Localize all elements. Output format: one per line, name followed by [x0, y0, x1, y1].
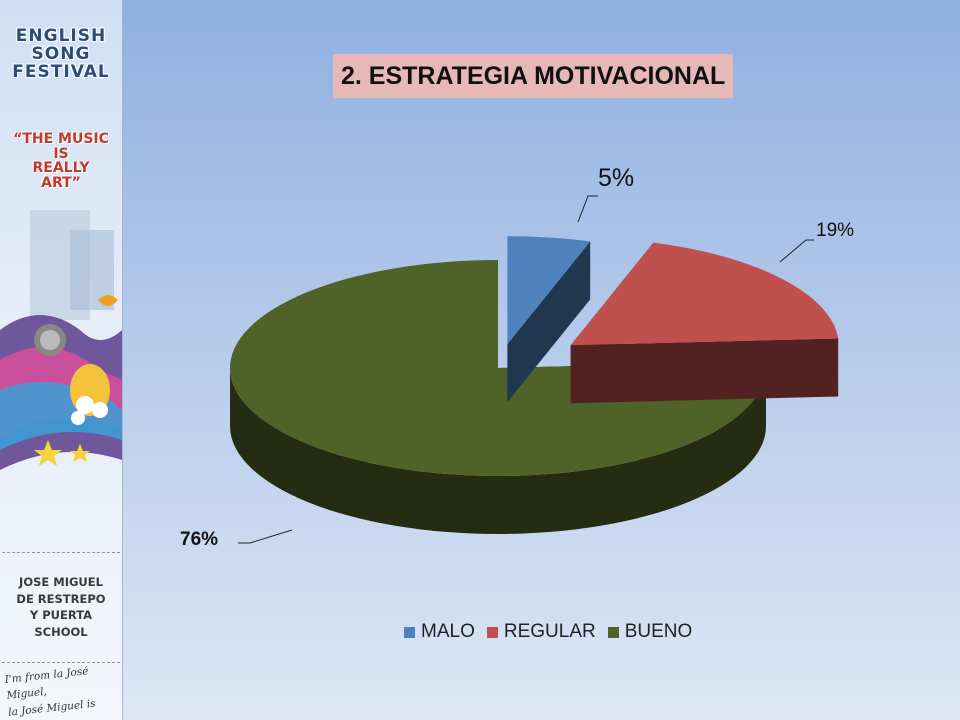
festival-logo-text: ENGLISH SONG FESTIVAL	[0, 26, 122, 82]
pie-slice-top	[230, 260, 767, 476]
legend-label: MALO	[421, 621, 475, 642]
chart-title: 2. ESTRATEGIA MOTIVACIONAL	[333, 54, 734, 98]
pie-slice-malo	[507, 236, 591, 403]
slogan-line: “THE MUSIC	[13, 131, 109, 147]
data-label-regular: 19%	[816, 220, 854, 241]
festival-line: ENGLISH	[15, 26, 107, 46]
festival-line: FESTIVAL	[12, 61, 110, 82]
slogan-line: REALLY	[32, 160, 90, 177]
slogan-line: ART”	[41, 175, 81, 192]
slogan-line: IS	[53, 145, 69, 162]
legend-swatch	[486, 626, 498, 638]
school-name-text: JOSE MIGUEL DE RESTREPO Y PUERTA SCHOOL	[0, 574, 122, 641]
pie-slice-side	[507, 241, 591, 403]
music-decoration-image	[0, 210, 122, 470]
legend-label: BUENO	[624, 621, 693, 642]
legend-swatch	[404, 626, 415, 638]
slogan-text: “THE MUSIC IS REALLY ART”	[0, 132, 122, 191]
school-line: Y PUERTA	[29, 608, 93, 623]
data-label-malo: 5%	[598, 164, 634, 192]
leader-line	[238, 529, 293, 544]
festival-line: SONG	[31, 43, 91, 64]
school-line: JOSE MIGUEL	[19, 575, 103, 589]
pie-slice-top	[570, 242, 839, 346]
pie-slice-rim	[230, 368, 766, 534]
divider	[2, 552, 120, 553]
school-line: SCHOOL	[34, 625, 88, 640]
data-label-bueno: 76%	[180, 529, 218, 550]
legend-swatch	[607, 626, 619, 638]
pie-slice-regular	[570, 242, 839, 404]
legend-label: REGULAR	[503, 621, 596, 642]
leader-line	[779, 239, 814, 263]
pie-slice-side	[570, 338, 839, 404]
school-line: DE RESTREPO	[16, 591, 106, 606]
legend-item-malo: MALO	[404, 621, 475, 643]
pie-slice-top	[507, 236, 591, 345]
legend-item-bueno: BUENO	[607, 621, 693, 643]
leader-line	[577, 195, 598, 223]
chart-legend: MALO REGULAR BUENO	[404, 620, 696, 644]
divider	[2, 662, 120, 663]
legend-item-regular: REGULAR	[486, 621, 596, 643]
sidebar-banner: ENGLISH SONG FESTIVAL “THE MUSIC IS REAL…	[0, 0, 123, 720]
